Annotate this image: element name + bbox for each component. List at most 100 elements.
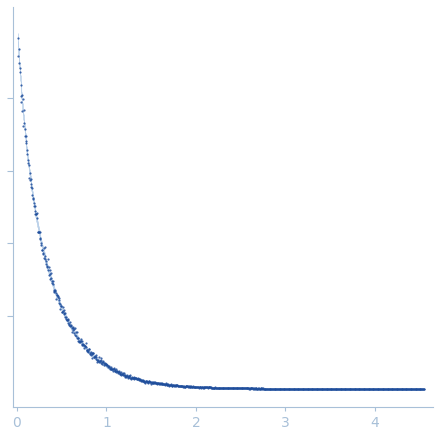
Point: [27, 176, 34, 183]
Point: [123, 373, 130, 380]
Point: [75, 338, 82, 345]
Point: [24, 157, 31, 164]
Point: [65, 319, 72, 326]
Point: [209, 384, 216, 391]
Point: [241, 385, 248, 392]
Point: [158, 381, 165, 388]
Point: [47, 276, 54, 283]
Point: [200, 384, 207, 391]
Point: [227, 385, 234, 392]
Point: [293, 385, 300, 392]
Point: [193, 383, 200, 390]
Point: [123, 371, 130, 378]
Point: [302, 385, 309, 392]
Point: [110, 366, 117, 373]
Point: [84, 347, 91, 354]
Point: [341, 385, 348, 392]
Point: [282, 385, 289, 392]
Point: [62, 316, 70, 323]
Point: [354, 385, 361, 392]
Point: [107, 365, 114, 372]
Point: [305, 385, 312, 392]
Point: [188, 383, 195, 390]
Point: [230, 385, 237, 392]
Point: [51, 287, 58, 294]
Point: [261, 385, 268, 392]
Point: [410, 385, 417, 392]
Point: [79, 341, 86, 348]
Point: [133, 375, 140, 382]
Point: [168, 382, 175, 389]
Point: [262, 385, 269, 392]
Point: [355, 385, 362, 392]
Point: [22, 139, 29, 146]
Point: [197, 383, 204, 390]
Point: [258, 385, 265, 392]
Point: [216, 384, 223, 391]
Point: [300, 385, 307, 392]
Point: [235, 385, 242, 392]
Point: [237, 385, 244, 392]
Point: [172, 382, 179, 389]
Point: [392, 385, 399, 392]
Point: [210, 384, 217, 391]
Point: [203, 384, 210, 391]
Point: [71, 326, 78, 333]
Point: [99, 360, 106, 367]
Point: [39, 250, 46, 257]
Point: [392, 385, 399, 392]
Point: [373, 385, 380, 392]
Point: [228, 385, 235, 392]
Point: [165, 382, 172, 388]
Point: [141, 378, 148, 385]
Point: [151, 380, 158, 387]
Point: [323, 385, 330, 392]
Point: [82, 343, 89, 350]
Point: [360, 385, 367, 392]
Point: [331, 385, 338, 392]
Point: [291, 385, 298, 392]
Point: [193, 384, 200, 391]
Point: [295, 385, 302, 392]
Point: [154, 379, 161, 386]
Point: [298, 385, 305, 392]
Point: [52, 287, 59, 294]
Point: [22, 133, 29, 140]
Point: [127, 375, 134, 382]
Point: [229, 385, 236, 392]
Point: [367, 385, 374, 392]
Point: [41, 243, 48, 250]
Point: [58, 308, 65, 315]
Point: [233, 385, 240, 392]
Point: [25, 161, 32, 168]
Point: [329, 385, 336, 392]
Point: [406, 385, 413, 392]
Point: [159, 381, 166, 388]
Point: [106, 365, 113, 372]
Point: [196, 384, 203, 391]
Point: [122, 372, 129, 379]
Point: [140, 378, 147, 385]
Point: [103, 361, 110, 368]
Point: [200, 384, 207, 391]
Point: [225, 385, 232, 392]
Point: [415, 385, 422, 392]
Point: [363, 385, 370, 392]
Point: [296, 385, 303, 392]
Point: [262, 385, 269, 392]
Point: [324, 385, 331, 392]
Point: [114, 368, 121, 375]
Point: [343, 385, 350, 392]
Point: [81, 344, 88, 351]
Point: [19, 96, 26, 103]
Point: [204, 384, 211, 391]
Point: [316, 385, 323, 392]
Point: [228, 385, 235, 392]
Point: [307, 385, 314, 392]
Point: [198, 383, 205, 390]
Point: [142, 377, 149, 384]
Point: [257, 385, 264, 392]
Point: [70, 325, 77, 332]
Point: [218, 385, 225, 392]
Point: [212, 384, 219, 391]
